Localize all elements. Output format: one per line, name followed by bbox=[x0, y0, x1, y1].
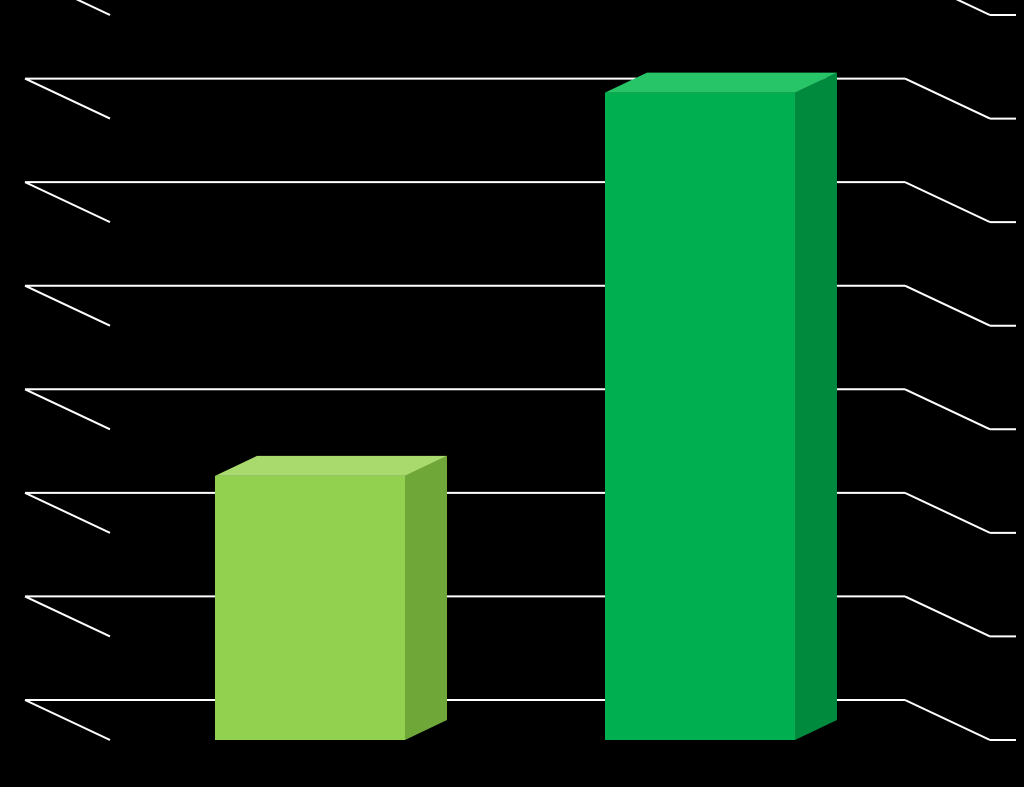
bar-side bbox=[795, 73, 837, 740]
bar-front bbox=[605, 93, 795, 740]
bar-chart-3d bbox=[0, 0, 1024, 787]
bar-front bbox=[215, 476, 405, 740]
chart-background bbox=[0, 0, 1024, 787]
bar-side bbox=[405, 456, 447, 740]
